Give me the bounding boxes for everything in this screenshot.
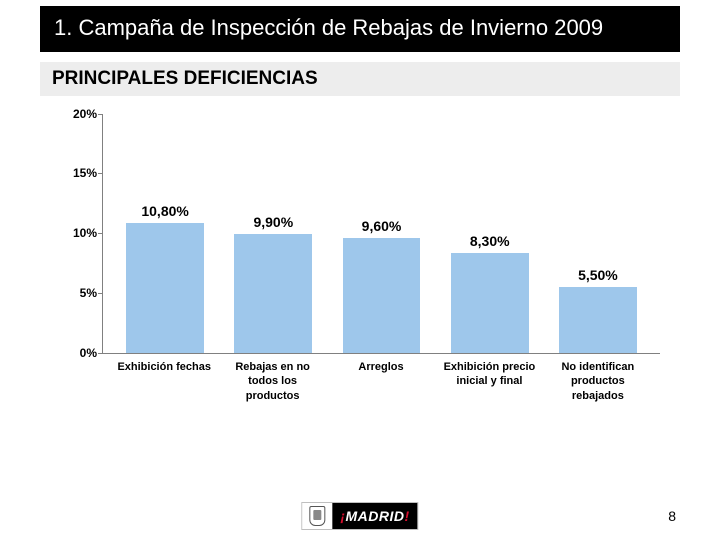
slide-footer: ¡MADRID! 8	[0, 496, 720, 530]
chart-xlabel: No identifican productos rebajados	[544, 360, 652, 405]
madrid-logo-text: ¡MADRID!	[332, 503, 417, 529]
chart-ytick-label: 0%	[57, 346, 97, 360]
chart-bar-value-label: 5,50%	[578, 267, 618, 283]
chart-bar-value-label: 9,60%	[362, 218, 402, 234]
madrid-crest-icon	[302, 503, 332, 529]
slide-title: 1. Campaña de Inspección de Rebajas de I…	[40, 6, 680, 52]
chart-xlabel: Exhibición precio inicial y final	[435, 360, 543, 405]
logo-suffix: !	[405, 508, 410, 524]
chart-bar-slot: 5,50%	[544, 114, 652, 353]
chart-ytick-mark	[98, 353, 103, 354]
madrid-logo: ¡MADRID!	[301, 502, 418, 530]
chart-ytick-mark	[98, 114, 103, 115]
chart-ytick-label: 15%	[57, 166, 97, 180]
page-number: 8	[668, 508, 676, 524]
chart-xlabel: Exhibición fechas	[110, 360, 218, 405]
chart-x-labels: Exhibición fechasRebajas en no todos los…	[102, 354, 660, 405]
chart-bar-slot: 9,60%	[327, 114, 435, 353]
chart-bar-slot: 8,30%	[436, 114, 544, 353]
chart-bar-slot: 10,80%	[111, 114, 219, 353]
chart-bars-container: 10,80% 9,90% 9,60% 8,30% 5,50%	[103, 114, 660, 353]
chart-bar-value-label: 9,90%	[253, 214, 293, 230]
chart-bar	[234, 234, 312, 352]
chart-ytick-label: 10%	[57, 226, 97, 240]
chart-ytick-mark	[98, 173, 103, 174]
chart-bar	[343, 238, 421, 353]
chart-bar-slot: 9,90%	[219, 114, 327, 353]
chart-bar	[451, 253, 529, 352]
chart-bar	[559, 287, 637, 353]
chart-bar	[126, 223, 204, 352]
chart-plot-area: 10,80%9,90%9,60%8,30%5,50% 0%5%10%15%20%	[102, 114, 660, 354]
logo-word: MADRID	[346, 508, 405, 524]
chart-ytick-mark	[98, 233, 103, 234]
deficiencies-bar-chart: 10,80%9,90%9,60%8,30%5,50% 0%5%10%15%20%…	[60, 114, 660, 405]
chart-xlabel: Arreglos	[327, 360, 435, 405]
slide-subtitle: PRINCIPALES DEFICIENCIAS	[40, 62, 680, 96]
chart-bar-value-label: 10,80%	[141, 203, 188, 219]
chart-ytick-label: 20%	[57, 107, 97, 121]
chart-ytick-label: 5%	[57, 286, 97, 300]
chart-xlabel: Rebajas en no todos los productos	[218, 360, 326, 405]
chart-ytick-mark	[98, 293, 103, 294]
chart-bar-value-label: 8,30%	[470, 233, 510, 249]
